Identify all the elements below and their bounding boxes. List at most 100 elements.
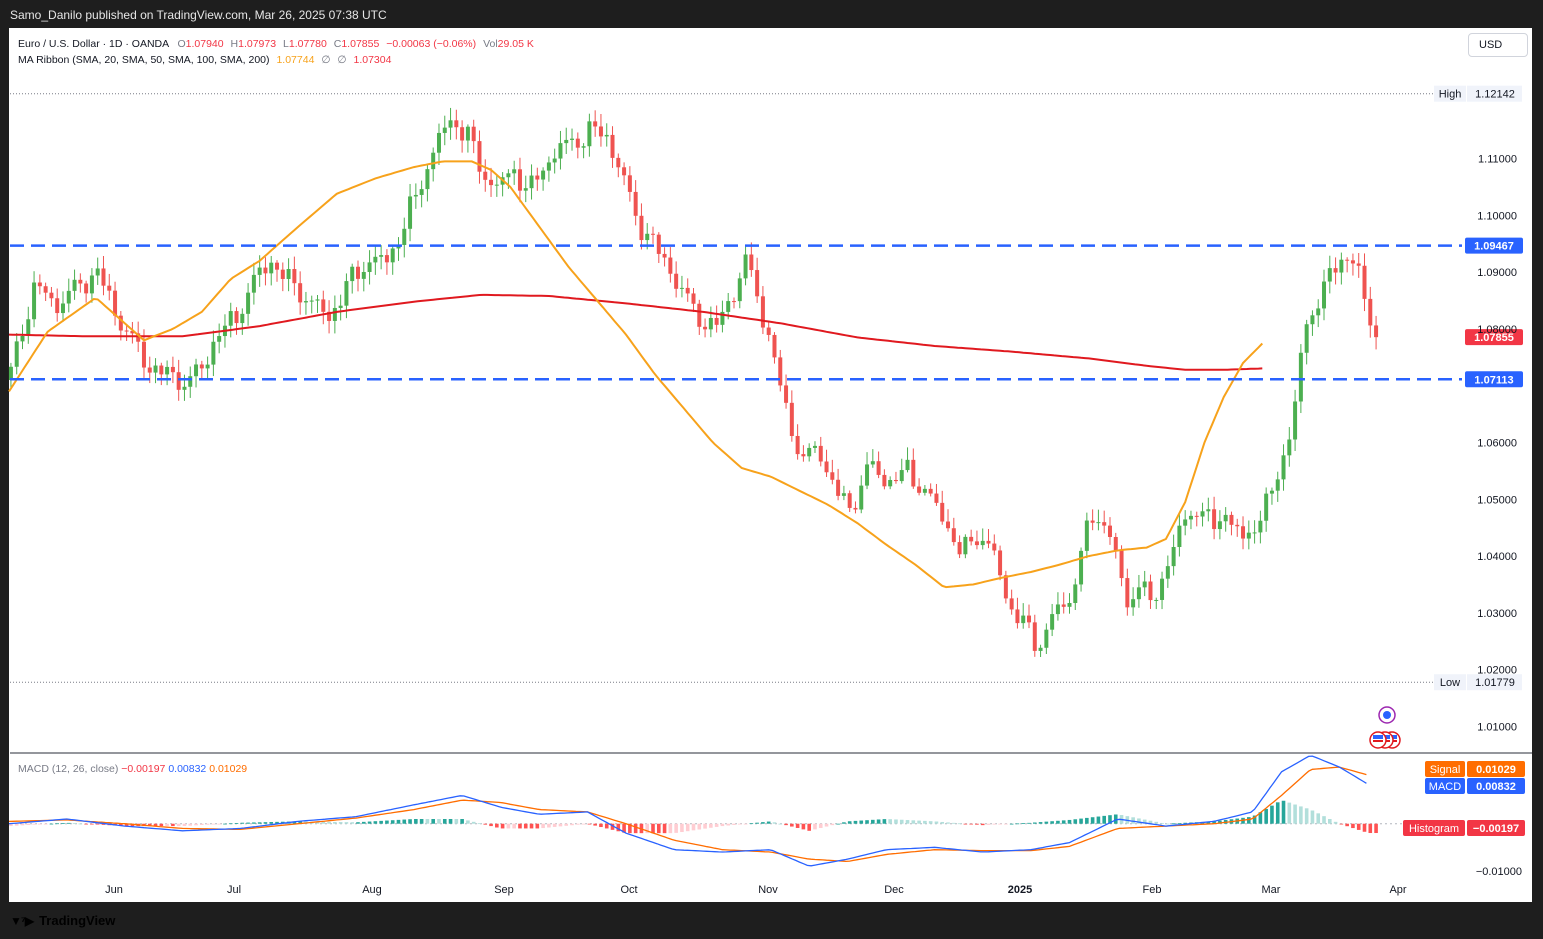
candle-body (494, 184, 499, 186)
candle-body (130, 330, 135, 334)
candle-body (1298, 352, 1303, 402)
candle-body (1206, 509, 1211, 512)
candle-body (269, 262, 274, 274)
histogram-bar (1154, 821, 1159, 824)
candle-body (332, 307, 337, 321)
candle-body (170, 366, 175, 373)
candle-body (1125, 578, 1130, 608)
candle-body (917, 486, 922, 493)
candle-body (1165, 566, 1170, 579)
candle-body (818, 445, 823, 462)
histogram-bar (269, 822, 274, 824)
candle-body (1073, 584, 1078, 604)
candle-body (1258, 520, 1263, 533)
candle-body (257, 267, 262, 275)
candle-body (859, 485, 864, 510)
candle-body (344, 281, 349, 306)
candle-body (483, 171, 488, 180)
candle-body (662, 253, 667, 258)
candle-body (14, 341, 19, 367)
histogram-bar (593, 823, 597, 826)
candle-body (587, 121, 592, 147)
candle-body (789, 402, 794, 436)
histogram-bar (836, 823, 840, 825)
histogram-bar (1067, 819, 1072, 824)
candle-body (477, 141, 482, 172)
time-tick-label: Jun (105, 884, 123, 896)
histogram-bar (234, 822, 239, 824)
candle-body (1032, 622, 1037, 651)
histogram-bar (1056, 820, 1060, 824)
candle-body (720, 311, 725, 325)
candle-body (1119, 550, 1124, 579)
histogram-bar (390, 820, 395, 824)
histogram-bar (171, 823, 175, 827)
histogram-bar (980, 823, 985, 826)
signal-line (8, 766, 1367, 863)
symbol-name[interactable]: Euro / U.S. Dollar · 1D · OANDA (18, 38, 169, 50)
macd-value: 0.00832 (168, 763, 209, 775)
candle-body (610, 134, 615, 158)
histogram-bar (1131, 817, 1135, 824)
candle-body (749, 254, 754, 271)
histogram-bar (333, 821, 337, 824)
currency-button[interactable]: USD (1468, 33, 1528, 57)
histogram-bar (541, 823, 545, 829)
candle-body (489, 179, 494, 186)
macd-badge-label-bg (1425, 778, 1465, 794)
candle-body (1350, 260, 1355, 264)
candle-body (564, 139, 569, 144)
histogram-bar (709, 823, 713, 828)
candle-body (604, 134, 609, 137)
candle-body (691, 293, 696, 304)
histogram-bar (523, 823, 528, 829)
candle-body (315, 299, 320, 301)
histogram-bar (795, 823, 800, 828)
candle-body (668, 257, 673, 274)
time-tick-label: Mar (1262, 884, 1281, 896)
candle-body (529, 175, 534, 189)
candle-body (876, 461, 881, 475)
histogram-bar (755, 822, 759, 824)
last-price-value: 1.07855 (1474, 332, 1514, 344)
histogram-bar (576, 823, 580, 825)
ma-title[interactable]: MA Ribbon (SMA, 20, SMA, 50, SMA, 100, S… (18, 54, 270, 66)
histogram-bar (558, 823, 563, 827)
candle-body (940, 502, 945, 522)
macd-badge-value-bg (1467, 778, 1525, 794)
histogram-bar (1299, 806, 1303, 824)
candle-body (1107, 525, 1112, 538)
open-label: O (177, 38, 186, 50)
macd-tick-label: −0.01000 (1476, 866, 1522, 878)
candle-body (1015, 609, 1020, 624)
histogram-bar (1333, 821, 1338, 824)
histogram-bar (1102, 815, 1106, 824)
candle-body (1339, 259, 1344, 273)
candle-body (870, 461, 875, 465)
candle-body (1131, 599, 1136, 608)
tradingview-logo[interactable]: ▼⁷▶ TradingView (10, 913, 115, 928)
candle-body (431, 152, 436, 170)
histogram-bar (1270, 805, 1274, 824)
candle-body (766, 327, 771, 335)
histogram-bar (1009, 823, 1014, 825)
flag-stripe (1373, 740, 1383, 742)
candle-body (292, 269, 297, 284)
histogram-bar (911, 820, 916, 824)
candle-body (581, 146, 586, 148)
candle-body (674, 273, 679, 289)
low-label-bg (1434, 674, 1466, 691)
candle-body (517, 169, 522, 191)
price-tick-label: 1.05000 (1477, 494, 1517, 506)
volume-label: Vol (483, 38, 498, 50)
candle-body (454, 120, 459, 128)
candle-body (1055, 604, 1060, 615)
candle-body (639, 215, 644, 241)
candle-body (726, 301, 731, 312)
histogram-bar (188, 823, 193, 826)
histogram-bar (431, 819, 435, 824)
histogram-bar (119, 823, 123, 826)
histogram-bar (292, 821, 297, 824)
candle-body (66, 290, 71, 304)
